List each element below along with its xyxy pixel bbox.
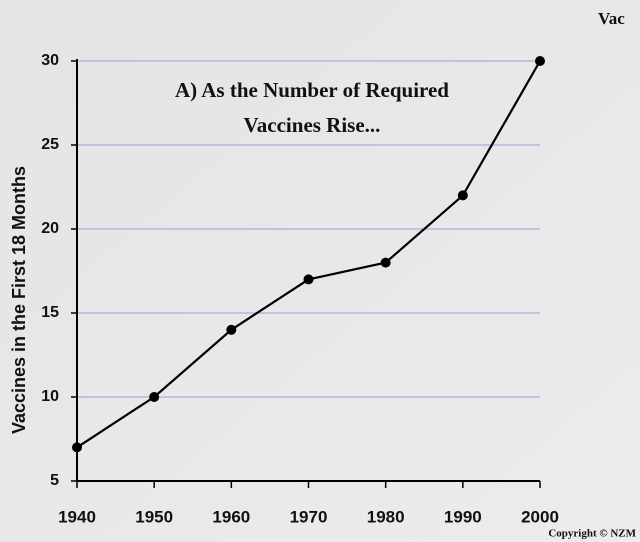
x-tick-label: 1970 xyxy=(290,507,328,526)
point xyxy=(149,392,160,402)
point xyxy=(303,274,314,285)
chart-title: Vaccines Rise... xyxy=(244,113,381,137)
x-tick-label: 1940 xyxy=(58,507,96,526)
y-tick-label: 20 xyxy=(41,220,59,237)
point xyxy=(380,257,391,268)
x-tick-label: 1980 xyxy=(367,507,405,526)
annotation: Vac xyxy=(598,9,625,28)
point xyxy=(226,324,237,335)
y-tick-label: 15 xyxy=(41,304,59,321)
point xyxy=(457,190,468,201)
x-tick-label: 1950 xyxy=(135,507,173,526)
x-tick-label: 2000 xyxy=(521,507,559,526)
y-tick-label: 10 xyxy=(41,388,59,405)
y-tick-label: 5 xyxy=(50,472,59,489)
y-tick-label: 25 xyxy=(41,136,59,153)
y-tick-label: 30 xyxy=(41,52,59,69)
point xyxy=(535,56,545,66)
point xyxy=(72,442,82,453)
copyright: Copyright © NZM xyxy=(548,528,636,540)
chart-title: A) As the Number of Required xyxy=(175,78,449,102)
x-tick-label: 1960 xyxy=(212,507,250,526)
y-axis-label: Vaccines in the First 18 Months xyxy=(9,166,29,434)
x-tick-label: 1990 xyxy=(444,507,482,526)
